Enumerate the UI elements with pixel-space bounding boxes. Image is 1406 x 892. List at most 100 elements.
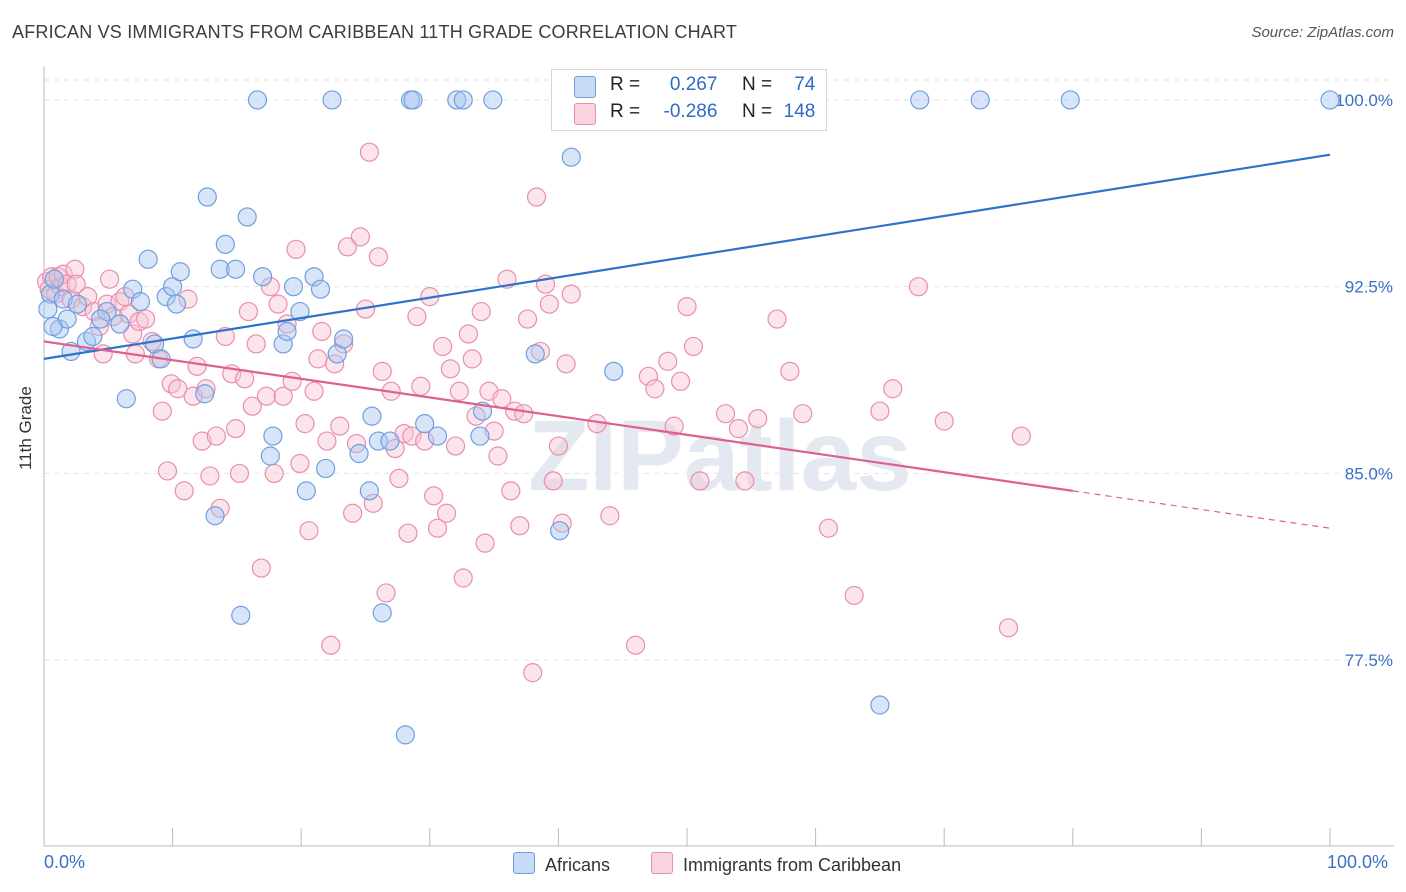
africans-point bbox=[53, 289, 73, 309]
caribbean-point bbox=[343, 503, 363, 523]
caribbean-point bbox=[728, 419, 749, 439]
caribbean-point bbox=[264, 463, 284, 484]
source-credit: Source: ZipAtlas.com bbox=[1251, 24, 1394, 41]
caribbean-point bbox=[484, 421, 504, 441]
caribbean-point bbox=[748, 409, 768, 429]
africans-point bbox=[226, 259, 246, 279]
africans-point bbox=[83, 326, 103, 347]
caribbean-point bbox=[192, 431, 212, 451]
africans-point bbox=[483, 90, 503, 110]
legend-caribbean[interactable]: Immigrants from Caribbean bbox=[651, 852, 901, 876]
africans-point bbox=[97, 301, 117, 322]
caribbean-point bbox=[89, 316, 109, 337]
caribbean-point bbox=[260, 277, 280, 297]
caribbean-point bbox=[445, 436, 466, 456]
caribbean-point bbox=[256, 386, 277, 406]
caribbean-point bbox=[65, 259, 85, 279]
africans-point bbox=[231, 605, 251, 625]
legend-africans-label: Africans bbox=[545, 855, 611, 875]
africans-point bbox=[170, 262, 190, 282]
caribbean-point bbox=[424, 486, 444, 506]
caribbean-point bbox=[317, 431, 337, 451]
africans-point bbox=[195, 384, 215, 404]
caribbean-point bbox=[436, 503, 457, 523]
caribbean-point bbox=[510, 516, 530, 536]
caribbean-point bbox=[793, 404, 813, 424]
stats-legend: R = 0.267 N = 74 R = -0.286 N = 148 bbox=[551, 69, 827, 131]
caribbean-point bbox=[398, 523, 418, 543]
caribbean-point bbox=[427, 518, 448, 538]
africans-point bbox=[368, 431, 388, 451]
watermark: ZIPatlas bbox=[528, 400, 912, 512]
africans-point bbox=[334, 329, 354, 349]
africans-point bbox=[183, 329, 203, 349]
caribbean-point bbox=[870, 401, 890, 421]
africans-point bbox=[215, 234, 235, 254]
caribbean-point bbox=[286, 239, 306, 259]
n-value: 74 bbox=[794, 74, 816, 95]
africans-point bbox=[237, 207, 257, 227]
caribbean-point bbox=[299, 521, 319, 541]
caribbean-point bbox=[61, 289, 81, 309]
caribbean-point bbox=[543, 471, 563, 491]
africans-point bbox=[550, 521, 570, 541]
caribbean-point bbox=[844, 585, 864, 606]
caribbean-point bbox=[658, 351, 678, 371]
africans-point bbox=[380, 431, 400, 451]
caribbean-point bbox=[462, 349, 482, 369]
caribbean-point bbox=[238, 301, 259, 322]
caribbean-point bbox=[908, 277, 929, 297]
caribbean-point bbox=[72, 296, 93, 317]
caribbean-point bbox=[242, 396, 262, 416]
africans-point bbox=[253, 267, 273, 287]
africans-point bbox=[910, 90, 930, 110]
caribbean-point bbox=[53, 264, 73, 284]
africans-point bbox=[210, 259, 230, 279]
axes bbox=[43, 66, 1394, 847]
africans-point bbox=[43, 316, 63, 337]
africans-swatch bbox=[574, 76, 596, 98]
n-label: N = bbox=[741, 101, 773, 122]
caribbean-point bbox=[174, 481, 194, 501]
africans-point bbox=[166, 294, 187, 314]
africans-point bbox=[1320, 90, 1340, 110]
africans-point bbox=[870, 695, 890, 715]
africans-point bbox=[38, 299, 58, 319]
caribbean-point bbox=[411, 376, 431, 396]
r-value: 0.267 bbox=[669, 74, 718, 95]
africans-point bbox=[290, 301, 310, 322]
caribbean-point bbox=[402, 426, 422, 446]
caribbean-point bbox=[268, 294, 288, 314]
caribbean-point bbox=[501, 481, 521, 501]
n-label: N = bbox=[741, 74, 773, 95]
caribbean-point bbox=[625, 635, 646, 655]
legend-caribbean-label: Immigrants from Caribbean bbox=[683, 855, 902, 875]
africans-point bbox=[359, 481, 379, 501]
caribbean-point bbox=[330, 416, 350, 436]
caribbean-point bbox=[548, 436, 569, 456]
legend-africans[interactable]: Africans bbox=[513, 852, 610, 876]
africans-point bbox=[362, 406, 382, 426]
caribbean-point bbox=[433, 336, 453, 357]
r-value: -0.286 bbox=[663, 101, 718, 122]
caribbean-point bbox=[226, 419, 246, 439]
caribbean-point bbox=[475, 533, 495, 553]
africans-trend-line bbox=[43, 153, 1331, 360]
africans-point bbox=[130, 292, 151, 312]
caribbean-point bbox=[368, 247, 388, 267]
caribbean-swatch bbox=[651, 852, 673, 874]
africans-point bbox=[561, 147, 581, 167]
caribbean-point bbox=[152, 401, 172, 421]
africans-point bbox=[322, 90, 342, 110]
caribbean-point bbox=[312, 321, 332, 342]
caribbean-swatch bbox=[574, 103, 596, 125]
caribbean-point bbox=[66, 274, 86, 294]
africans-point bbox=[349, 443, 369, 464]
africans-swatch bbox=[513, 852, 535, 874]
caribbean-trend-line bbox=[43, 340, 1073, 492]
caribbean-point bbox=[530, 341, 550, 362]
caribbean-point bbox=[168, 379, 188, 399]
africans-point bbox=[197, 187, 217, 207]
caribbean-point bbox=[664, 416, 684, 436]
